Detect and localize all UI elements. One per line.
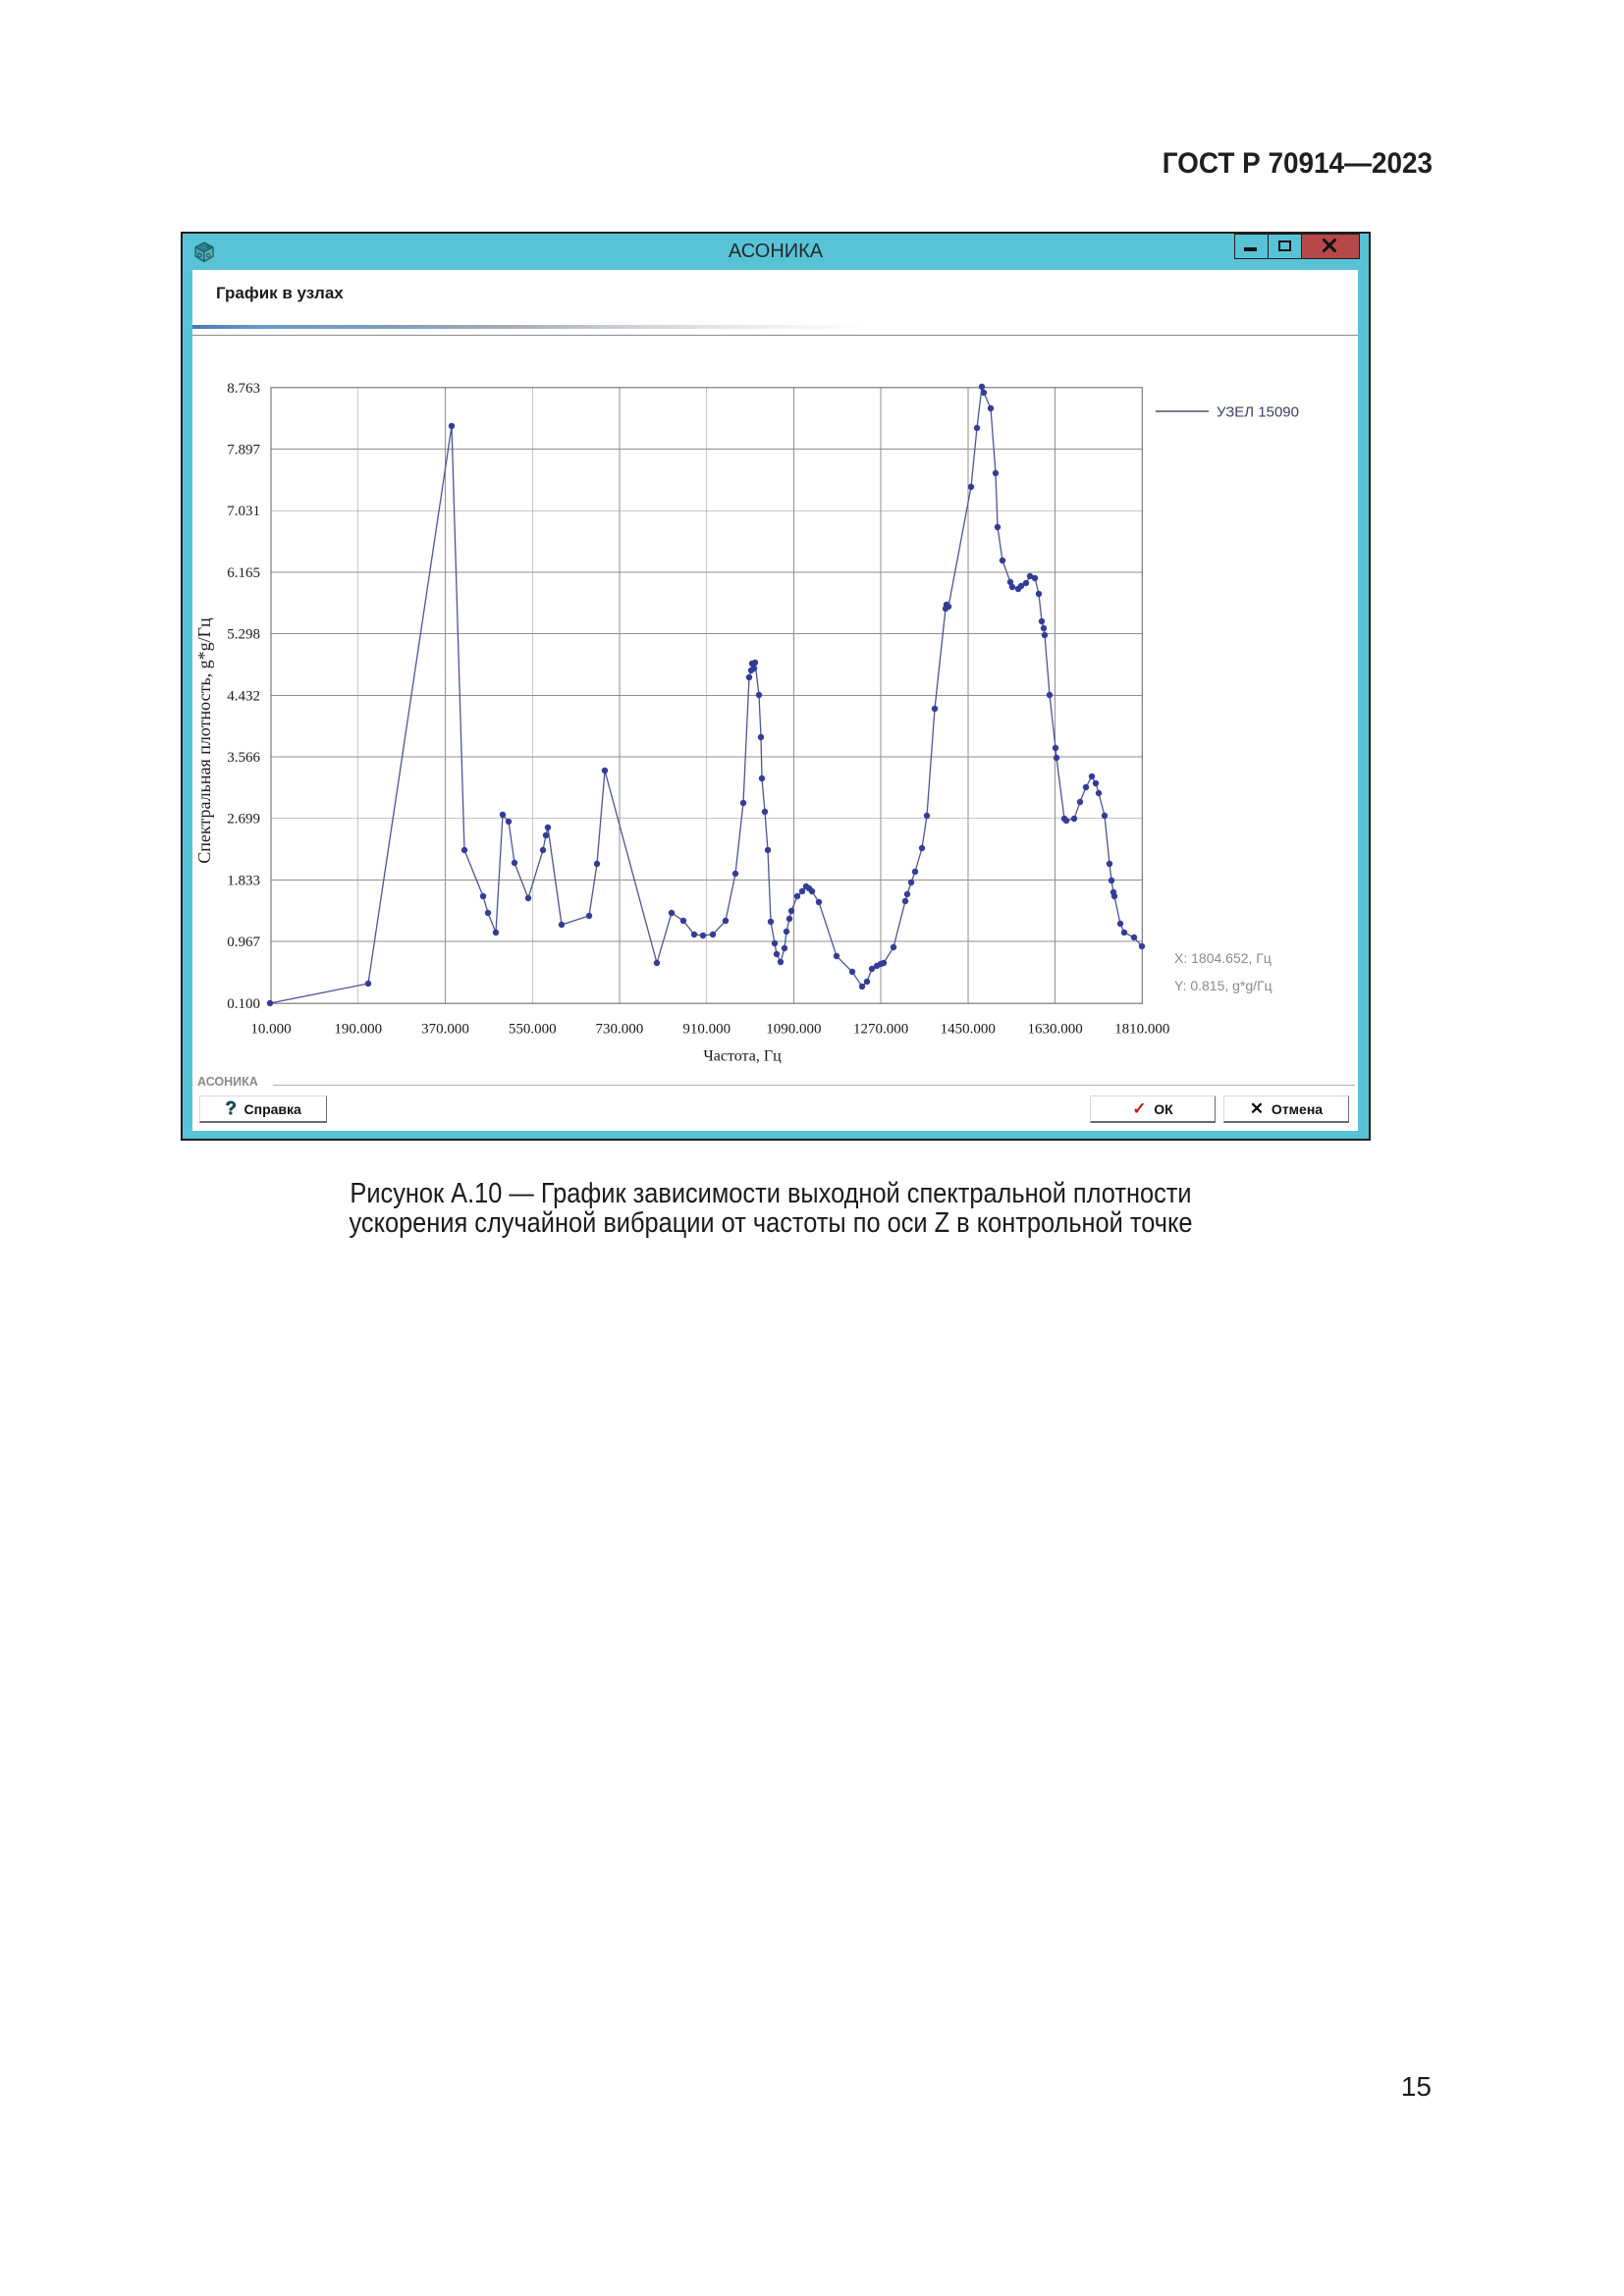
svg-text:1450.000: 1450.000 [941, 1022, 996, 1038]
svg-text:190.000: 190.000 [334, 1022, 382, 1038]
svg-text:7.897: 7.897 [227, 443, 260, 458]
svg-text:6.165: 6.165 [227, 565, 260, 581]
svg-text:Спектральная плотность, g*g/Гц: Спектральная плотность, g*g/Гц [194, 617, 214, 864]
svg-text:10.000: 10.000 [250, 1022, 291, 1038]
svg-text:550.000: 550.000 [509, 1022, 557, 1038]
svg-text:1.833: 1.833 [227, 873, 260, 888]
svg-text:0.967: 0.967 [227, 934, 260, 950]
svg-text:1810.000: 1810.000 [1114, 1022, 1169, 1038]
svg-text:2.699: 2.699 [227, 812, 260, 828]
svg-text:8.763: 8.763 [227, 381, 260, 397]
svg-text:7.031: 7.031 [227, 504, 260, 519]
svg-text:УЗЕЛ 15090: УЗЕЛ 15090 [1217, 404, 1299, 421]
svg-text:3.566: 3.566 [227, 750, 260, 766]
svg-text:1270.000: 1270.000 [853, 1022, 908, 1038]
svg-text:1630.000: 1630.000 [1027, 1022, 1082, 1038]
svg-text:730.000: 730.000 [596, 1022, 644, 1038]
svg-text:0.100: 0.100 [227, 996, 260, 1012]
svg-text:1090.000: 1090.000 [766, 1022, 821, 1038]
svg-text:Частота, Гц: Частота, Гц [703, 1048, 782, 1065]
svg-text:5.298: 5.298 [227, 627, 260, 643]
svg-text:910.000: 910.000 [682, 1022, 731, 1038]
svg-text:370.000: 370.000 [421, 1022, 469, 1038]
svg-text:Y: 0.815, g*g/Гц: Y: 0.815, g*g/Гц [1174, 978, 1272, 993]
svg-text:X: 1804.652, Гц: X: 1804.652, Гц [1174, 950, 1272, 966]
svg-text:4.432: 4.432 [227, 688, 260, 704]
